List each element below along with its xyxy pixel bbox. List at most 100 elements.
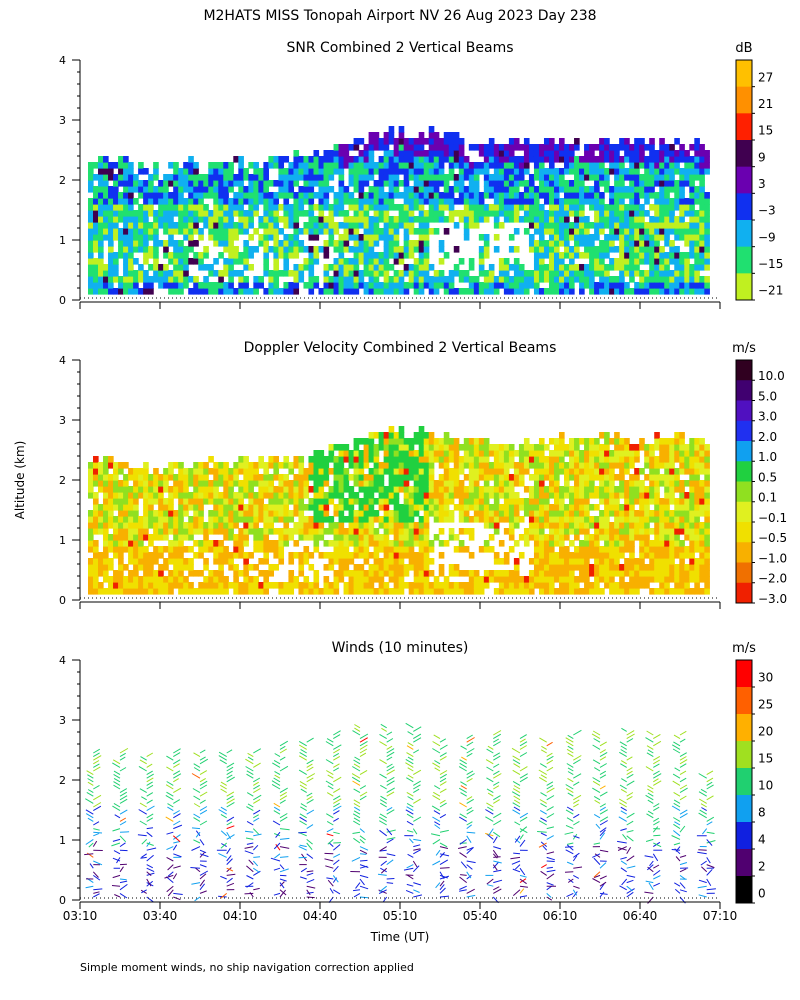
data-cell — [599, 216, 605, 223]
data-cell — [629, 498, 635, 505]
data-cell — [88, 276, 94, 283]
data-cell — [168, 222, 174, 229]
data-cell — [423, 558, 430, 565]
data-cell — [559, 564, 565, 571]
data-cell — [428, 462, 435, 469]
data-cell — [278, 288, 285, 295]
data-cell — [173, 516, 179, 523]
data-cell — [288, 216, 295, 223]
data-cell — [218, 504, 224, 511]
data-cell — [243, 588, 249, 595]
data-cell — [273, 276, 280, 283]
data-cell — [644, 222, 650, 229]
data-cell — [213, 576, 219, 583]
data-cell — [463, 582, 470, 589]
data-cell — [649, 456, 655, 463]
data-cell — [178, 174, 184, 181]
data-cell — [323, 246, 330, 253]
data-cell — [323, 510, 330, 517]
data-cell — [183, 588, 189, 595]
data-cell — [403, 510, 410, 517]
data-cell — [248, 528, 254, 535]
data-cell — [528, 582, 535, 589]
data-cell — [193, 510, 199, 517]
data-cell — [634, 486, 640, 493]
data-cell — [584, 192, 590, 199]
data-cell — [503, 270, 510, 277]
data-cell — [513, 174, 520, 181]
data-cell — [468, 162, 475, 169]
data-cell — [528, 276, 535, 283]
data-cell — [368, 492, 375, 499]
data-cell — [338, 516, 345, 523]
data-cell — [203, 468, 209, 475]
data-cell — [213, 180, 219, 187]
data-cell — [624, 234, 630, 241]
data-cell — [629, 270, 635, 277]
data-cell — [704, 228, 710, 235]
data-cell — [373, 588, 380, 595]
data-cell — [418, 570, 425, 577]
data-cell — [338, 234, 345, 241]
data-cell — [233, 222, 239, 229]
data-cell — [609, 552, 615, 559]
data-cell — [599, 156, 605, 163]
data-cell — [483, 240, 490, 247]
data-cell — [308, 486, 315, 493]
data-cell — [238, 258, 244, 265]
data-cell — [423, 570, 430, 577]
data-cell — [343, 150, 350, 157]
data-cell — [278, 252, 285, 259]
data-cell — [138, 528, 144, 535]
data-cell — [438, 498, 445, 505]
data-cell — [98, 216, 104, 223]
data-cell — [579, 492, 585, 499]
data-cell — [513, 516, 520, 523]
data-cell — [218, 492, 224, 499]
data-cell — [223, 492, 229, 499]
data-cell — [278, 486, 285, 493]
data-cell — [283, 204, 290, 211]
data-cell — [118, 246, 124, 253]
data-cell — [543, 516, 550, 523]
data-cell — [569, 528, 575, 535]
data-cell — [508, 168, 515, 175]
data-cell — [148, 474, 154, 481]
data-cell — [679, 540, 685, 547]
data-cell — [674, 582, 680, 589]
data-cell — [624, 570, 630, 577]
data-cell — [684, 270, 690, 277]
data-cell — [463, 228, 470, 235]
data-cell — [503, 582, 510, 589]
data-cell — [548, 288, 555, 295]
data-cell — [238, 456, 244, 463]
data-cell — [98, 240, 104, 247]
data-cell — [393, 444, 400, 451]
data-cell — [689, 228, 695, 235]
data-cell — [263, 546, 269, 553]
data-cell — [308, 174, 315, 181]
data-cell — [328, 540, 335, 547]
data-cell — [258, 582, 264, 589]
data-cell — [173, 552, 179, 559]
data-cell — [619, 564, 625, 571]
data-cell — [228, 228, 234, 235]
data-cell — [353, 534, 360, 541]
data-cell — [569, 582, 575, 589]
data-cell — [664, 486, 670, 493]
data-cell — [108, 228, 114, 235]
data-cell — [393, 270, 400, 277]
data-cell — [128, 228, 134, 235]
data-cell — [308, 528, 315, 535]
data-cell — [604, 534, 610, 541]
data-cell — [674, 450, 680, 457]
data-cell — [488, 186, 495, 193]
data-cell — [423, 480, 430, 487]
data-cell — [393, 528, 400, 535]
data-cell — [258, 198, 264, 205]
data-cell — [614, 450, 620, 457]
data-cell — [333, 468, 340, 475]
data-cell — [373, 486, 380, 493]
data-cell — [313, 474, 320, 481]
data-cell — [654, 570, 660, 577]
